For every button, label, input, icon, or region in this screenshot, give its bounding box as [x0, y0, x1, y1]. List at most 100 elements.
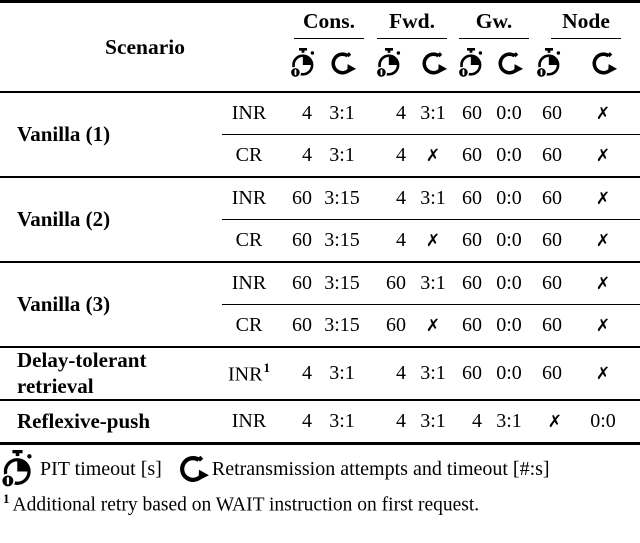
cross-mark-cell: ✗: [410, 135, 456, 178]
cross-mark-cell: ✗: [566, 262, 640, 306]
group-label-gw: Gw.: [475, 9, 513, 33]
value-cell: 4: [396, 410, 406, 433]
value-cell: 60: [532, 92, 566, 136]
value-cell: 3:15: [324, 314, 360, 337]
value-cell: 60: [456, 262, 486, 306]
value-cell: 3:1: [410, 177, 456, 221]
value-cell: 3:1: [329, 362, 355, 385]
cross-mark-cell: ✗: [566, 220, 640, 263]
value-cell: 60: [532, 177, 566, 221]
variant-cell: INR: [222, 92, 290, 136]
value-cell: 0:0: [590, 410, 616, 433]
group-header-node: Node: [532, 2, 640, 40]
pit-timeout-icon: [532, 39, 566, 92]
value-cell: 60: [456, 92, 486, 136]
table-row: CR 60 3:15 4 ✗ 60 0:0 60 ✗: [0, 220, 640, 263]
value-cell: 3:15: [316, 177, 368, 221]
group-label-node: Node: [562, 9, 610, 33]
scenario-block: Vanilla (1) INR 4 3:1 4 3:1 60 0:0 60 ✗ CR 4 3:1 4 ✗ 60…: [0, 92, 640, 178]
legend-pit-label: PIT timeout [s]: [40, 457, 162, 480]
value-cell: 0:0: [486, 177, 532, 221]
variant-cell: INR1: [228, 359, 270, 386]
footnote-text: Additional retry based on WAIT instructi…: [12, 494, 480, 516]
value-cell: 0:0: [496, 229, 522, 252]
value-cell: 0:0: [496, 362, 522, 385]
cross-mark: ✗: [595, 231, 611, 252]
cross-mark: ✗: [595, 146, 611, 167]
scenario-block: Vanilla (2) INR 60 3:15 4 3:1 60 0:0 60 ✗ CR 60 3:15…: [0, 177, 640, 263]
cross-mark-cell: ✗: [566, 347, 640, 400]
value-cell: 60: [542, 229, 562, 252]
value-cell: 0:0: [486, 262, 532, 306]
value-cell: 0:0: [496, 314, 522, 337]
table-row: Vanilla (3) INR 60 3:15 60 3:1 60 0:0 60 ✗: [0, 262, 640, 348]
value-cell: 4: [396, 362, 406, 385]
value-cell: 4: [302, 144, 312, 167]
scenario-column-header: Scenario: [104, 34, 186, 59]
cross-mark: ✗: [547, 412, 562, 433]
group-header-fwd: Fwd.: [368, 2, 456, 40]
value-cell: 60: [290, 177, 316, 221]
cross-mark-cell: ✗: [566, 92, 640, 136]
table-row: Vanilla (1) INR 4 3:1 4 3:1 60 0:0 60 ✗: [0, 92, 640, 178]
variant-cell: CR: [235, 229, 263, 252]
cross-mark: ✗: [595, 189, 611, 210]
value-cell: 3:15: [324, 229, 360, 252]
value-cell: 4: [396, 229, 406, 252]
table-row: CR 60 3:15 60 ✗ 60 0:0 60 ✗: [0, 305, 640, 348]
value-cell: 3:1: [410, 262, 456, 306]
retransmission-icon: [316, 39, 368, 92]
scenario-block: Vanilla (3) INR 60 3:15 60 3:1 60 0:0 60 ✗ CR 60 3:1…: [0, 262, 640, 348]
footnote-marker: 1: [263, 359, 270, 375]
pit-timeout-icon: [368, 39, 410, 92]
value-cell: 3:1: [420, 410, 446, 433]
group-underline: [294, 37, 364, 40]
value-cell: 4: [302, 362, 312, 385]
table-row: Delay-tolerant retrieval INR1 4 3:1 4 3:1 60 0:…: [0, 347, 640, 400]
value-cell: 60: [532, 262, 566, 306]
table-row: Vanilla (2) INR 60 3:15 4 3:1 60 0:0 60 ✗: [0, 177, 640, 263]
value-cell: 3:1: [410, 92, 456, 136]
value-cell: 4: [472, 410, 482, 433]
value-cell: 4: [396, 144, 406, 167]
value-cell: 3:15: [316, 262, 368, 306]
pit-timeout-icon: [1, 450, 34, 489]
retransmission-icon: [566, 39, 640, 92]
scenario-block: Delay-tolerant retrieval INR1 4 3:1 4 3:1 60 0:…: [0, 347, 640, 401]
results-table: Scenario Cons. Fwd. Gw. Node: [0, 0, 640, 446]
scenario-cell: Vanilla (3): [0, 262, 222, 348]
value-cell: 60: [462, 314, 482, 337]
cross-mark-cell: ✗: [566, 305, 640, 348]
footnote-marker: 1: [3, 491, 10, 507]
value-cell: 60: [456, 177, 486, 221]
scenario-cell: Delay-tolerant retrieval: [17, 348, 147, 398]
paper-table-figure: Scenario Cons. Fwd. Gw. Node: [0, 0, 640, 516]
group-header-cons: Cons.: [290, 2, 368, 40]
cross-mark: ✗: [425, 316, 441, 337]
value-cell: 60: [462, 229, 482, 252]
legend: PIT timeout [s] Retransmission attempts …: [0, 450, 640, 489]
table-header: Scenario Cons. Fwd. Gw. Node: [0, 2, 640, 93]
value-cell: 3:1: [329, 144, 355, 167]
value-cell: 3:1: [316, 92, 368, 136]
value-cell: 60: [542, 362, 562, 385]
variant-cell: INR: [231, 410, 267, 433]
cross-mark-cell: ✗: [410, 305, 456, 348]
group-underline: [377, 37, 447, 40]
group-underline: [459, 37, 529, 40]
cross-mark: ✗: [425, 146, 441, 167]
scenario-block: Reflexive-push INR 4 3:1 4 3:1 4 3:1 ✗ 0:0: [0, 400, 640, 444]
value-cell: 60: [542, 314, 562, 337]
value-cell: 4: [368, 92, 410, 136]
value-cell: 60: [462, 362, 482, 385]
scenario-cell: Vanilla (2): [0, 177, 222, 263]
retransmission-icon: [410, 39, 456, 92]
value-cell: 60: [292, 314, 312, 337]
variant-cell: INR: [222, 262, 290, 306]
retransmission-icon: [176, 452, 210, 486]
value-cell: 60: [290, 262, 316, 306]
value-cell: 4: [368, 177, 410, 221]
cross-mark: ✗: [595, 274, 611, 295]
cross-mark-cell: ✗: [532, 400, 566, 444]
value-cell: 60: [386, 314, 406, 337]
